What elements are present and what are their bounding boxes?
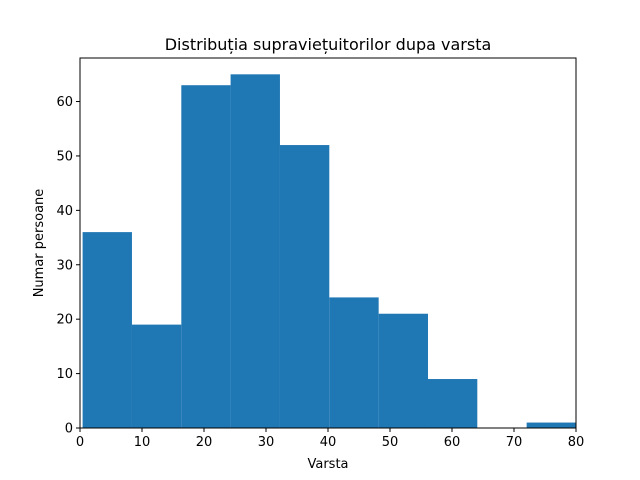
y-tick-label: 60 [56, 95, 73, 110]
histogram-bar-3 [230, 74, 280, 428]
x-tick-label: 30 [258, 435, 275, 450]
bars-group [82, 74, 576, 429]
y-tick-label: 30 [56, 258, 73, 273]
x-tick-label: 0 [76, 435, 84, 450]
y-tick-label: 0 [65, 422, 73, 437]
histogram-bar-5 [329, 297, 379, 428]
x-axis-label: Varsta [307, 457, 348, 472]
y-tick-label: 10 [56, 367, 73, 382]
histogram-bar-0 [82, 232, 132, 428]
x-tick-label: 50 [382, 435, 399, 450]
histogram-bar-7 [428, 379, 478, 428]
x-axis-ticks: 0 10 20 30 40 50 60 70 80 [76, 428, 584, 450]
x-tick-label: 40 [320, 435, 337, 450]
histogram-bar-4 [279, 145, 330, 428]
y-tick-label: 40 [56, 204, 73, 219]
x-tick-label: 10 [134, 435, 151, 450]
histogram-bar-1 [131, 324, 182, 428]
y-tick-label: 20 [56, 313, 73, 328]
y-axis-ticks: 0 10 20 30 40 50 60 [56, 95, 80, 437]
x-tick-label: 80 [568, 435, 585, 450]
y-tick-label: 50 [56, 149, 73, 164]
histogram-bar-6 [378, 313, 429, 428]
chart-title: Distribuția supraviețuitorilor dupa vars… [165, 35, 492, 54]
histogram-bar-9 [526, 422, 576, 428]
histogram-bar-2 [181, 85, 231, 429]
x-tick-label: 60 [444, 435, 461, 450]
x-tick-label: 70 [506, 435, 523, 450]
x-tick-label: 20 [196, 435, 213, 450]
y-axis-label: Numar persoane [32, 189, 47, 298]
